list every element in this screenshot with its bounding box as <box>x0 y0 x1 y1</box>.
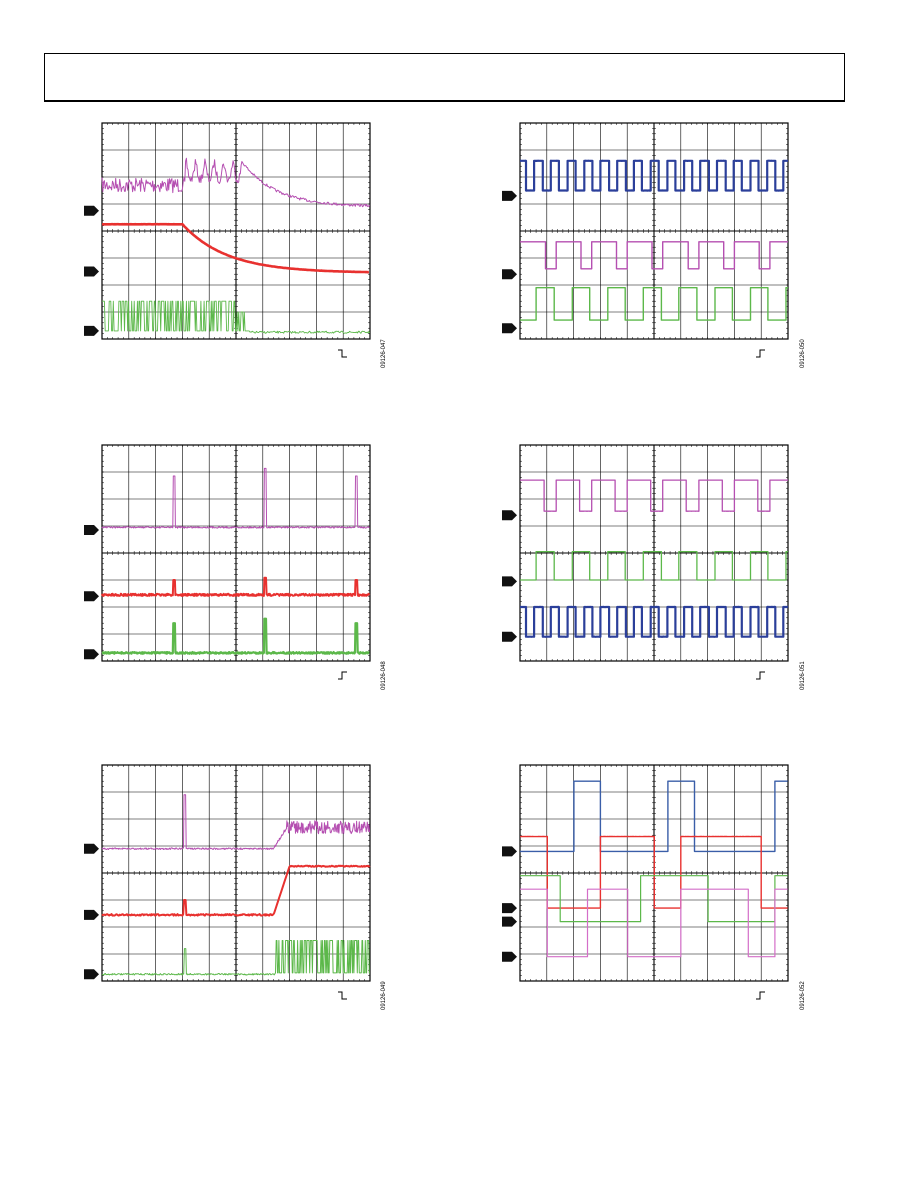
figure-id-6: 09126-052 <box>800 981 806 1010</box>
trace-ch1 <box>101 467 370 529</box>
trace-ch1 <box>519 159 789 192</box>
graticule <box>101 122 371 340</box>
trigger-icon <box>338 349 347 358</box>
graticule <box>101 444 371 662</box>
trace-ch3 <box>520 286 788 321</box>
trace-ch3 <box>519 605 789 638</box>
channel-marker <box>502 323 517 334</box>
trace-ch3 <box>101 617 370 655</box>
graticule <box>519 122 789 340</box>
scope-svg-3 <box>84 444 371 680</box>
trigger-icon <box>756 991 765 1000</box>
scope-svg-1 <box>84 122 371 358</box>
trace-ch1 <box>520 479 788 512</box>
figure-id-4: 09126-051 <box>800 661 806 690</box>
scope-plot-4: 09126-051 <box>500 442 806 702</box>
trigger-icon <box>756 349 765 358</box>
channel-marker <box>84 909 99 920</box>
figure-id-2: 09126-050 <box>800 339 806 368</box>
channel-marker <box>84 266 99 277</box>
figure-id-3: 09126-048 <box>381 661 387 690</box>
channel-marker <box>502 510 517 521</box>
figure-id-1: 09126-047 <box>381 339 387 368</box>
trace-ch3 <box>102 300 371 334</box>
channel-marker <box>84 591 99 602</box>
trace-ch3 <box>520 875 788 923</box>
trace-ch2 <box>520 241 788 270</box>
scope-plot-6: 09126-052 <box>500 762 806 1022</box>
graticule <box>101 764 371 982</box>
scope-plot-2: 09126-050 <box>500 120 806 380</box>
page-header-box <box>44 53 845 102</box>
trace-ch2 <box>101 864 371 917</box>
scope-svg-6 <box>502 764 789 1000</box>
trace-ch4 <box>520 888 788 958</box>
channel-marker <box>84 205 99 216</box>
channel-marker <box>502 631 517 642</box>
channel-marker <box>84 843 99 854</box>
channel-marker <box>84 649 99 660</box>
channel-marker <box>502 846 517 857</box>
channel-marker <box>502 269 517 280</box>
trigger-icon <box>338 671 347 680</box>
scope-svg-2 <box>502 122 789 358</box>
trace-ch3 <box>101 940 370 976</box>
channel-marker <box>84 325 99 336</box>
channel-marker <box>84 969 99 980</box>
channel-marker <box>502 951 517 962</box>
scope-plot-5: 09126-049 <box>82 762 387 1022</box>
channel-marker <box>502 916 517 927</box>
scope-svg-4 <box>502 444 789 680</box>
channel-marker <box>502 190 517 201</box>
trace-ch2 <box>101 222 370 274</box>
trigger-icon <box>756 671 765 680</box>
scope-svg-5 <box>84 764 371 1000</box>
trace-ch2 <box>520 550 788 581</box>
scope-plot-3: 09126-048 <box>82 442 387 702</box>
trace-ch1 <box>101 794 370 850</box>
figure-id-5: 09126-049 <box>381 981 387 1010</box>
trace-ch1 <box>101 157 371 208</box>
trigger-icon <box>338 991 347 1000</box>
scope-plot-1: 09126-047 <box>82 120 387 380</box>
trace-ch2 <box>520 835 788 909</box>
graticule <box>519 444 789 662</box>
channel-marker <box>502 576 517 587</box>
channel-marker <box>84 525 99 536</box>
channel-marker <box>502 903 517 914</box>
trace-ch2 <box>101 576 371 597</box>
